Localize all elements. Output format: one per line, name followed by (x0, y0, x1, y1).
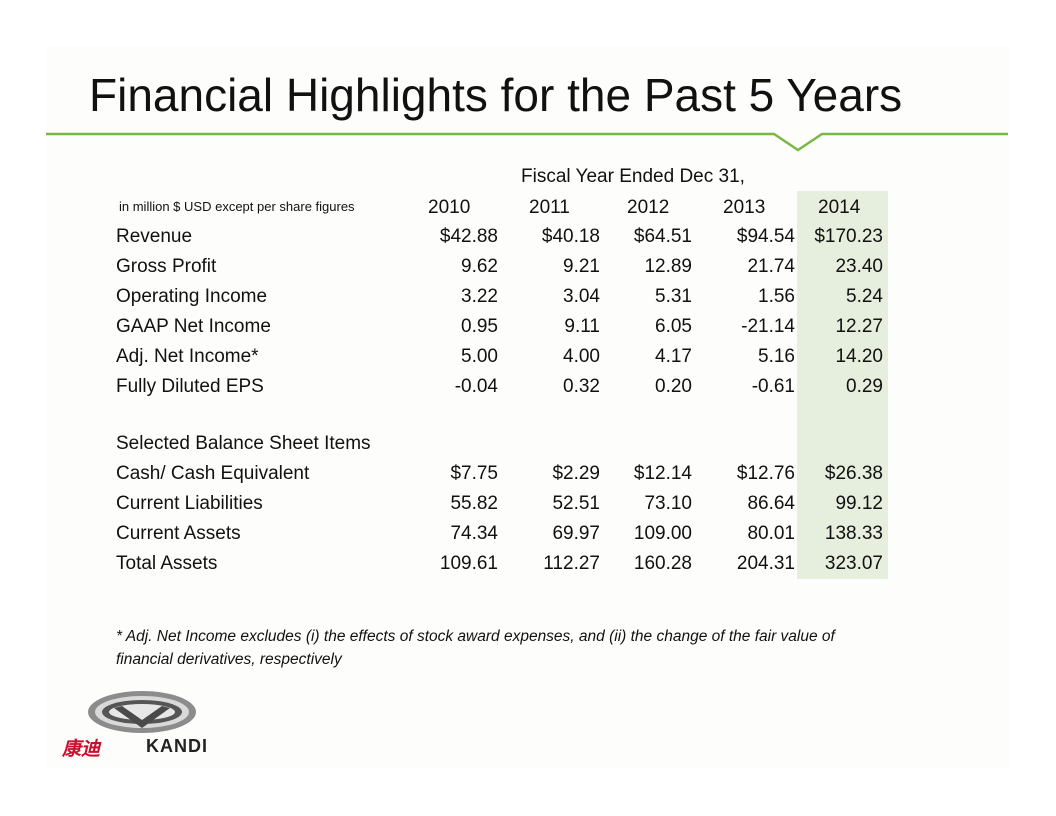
row-label: Revenue (116, 226, 193, 247)
table-cell: 5.00 (461, 346, 498, 367)
table-cell: 3.22 (461, 286, 498, 307)
table-cell: 5.24 (846, 286, 883, 307)
table-cell: 4.00 (563, 346, 600, 367)
title-divider (46, 132, 1008, 152)
logo-chinese-text: 康迪 (62, 739, 101, 760)
period-header: Fiscal Year Ended Dec 31, (521, 166, 745, 187)
year-header: 2013 (723, 197, 766, 218)
table-cell: 0.29 (846, 376, 883, 397)
table-cell: $12.14 (633, 463, 692, 484)
table-cell: 23.40 (835, 256, 883, 277)
table-cell: -0.61 (751, 376, 795, 397)
table-cell: $26.38 (824, 463, 883, 484)
row-label: Cash/ Cash Equivalent (116, 463, 310, 484)
table-cell: 9.11 (564, 316, 600, 337)
year-header: 2011 (529, 197, 570, 218)
table-cell: 323.07 (824, 553, 883, 574)
table-cell: 52.51 (552, 493, 600, 514)
row-label: Current Liabilities (116, 493, 263, 514)
table-cell: $42.88 (439, 226, 498, 247)
table-cell: 12.89 (644, 256, 692, 277)
table-cell: 3.04 (563, 286, 600, 307)
table-cell: 9.62 (461, 256, 498, 277)
row-label: GAAP Net Income (116, 316, 271, 337)
units-note: in million $ USD except per share figure… (119, 199, 355, 214)
row-label: Current Assets (116, 523, 241, 544)
table-cell: 55.82 (450, 493, 498, 514)
table-cell: 73.10 (644, 493, 692, 514)
table-cell: 160.28 (633, 553, 692, 574)
year-header: 2014 (818, 197, 861, 218)
highlight-column-2014 (797, 191, 888, 579)
table-cell: 21.74 (747, 256, 795, 277)
footnote: * Adj. Net Income excludes (i) the effec… (116, 628, 835, 668)
row-label: Fully Diluted EPS (116, 376, 264, 397)
table-cell: $40.18 (541, 226, 600, 247)
table-cell: 9.21 (563, 256, 600, 277)
table-cell: 0.95 (461, 316, 498, 337)
table-cell: $2.29 (552, 463, 600, 484)
row-label: Gross Profit (116, 256, 217, 277)
table-cell: 12.27 (835, 316, 883, 337)
table-cell: 86.64 (747, 493, 795, 514)
table-cell: 80.01 (747, 523, 795, 544)
table-cell: 74.34 (450, 523, 498, 544)
table-cell: 5.31 (655, 286, 692, 307)
table-cell: 204.31 (736, 553, 795, 574)
table-cell: $64.51 (633, 226, 692, 247)
table-cell: 112.27 (543, 553, 600, 574)
table-cell: 5.16 (758, 346, 795, 367)
table-cell: 138.33 (824, 523, 883, 544)
table-cell: $170.23 (814, 226, 883, 247)
table-cell: 14.20 (835, 346, 883, 367)
table-cell: -0.04 (454, 376, 498, 397)
year-header: 2010 (428, 197, 471, 218)
table-cell: 1.56 (758, 286, 795, 307)
row-label: Operating Income (116, 286, 268, 307)
table-cell: 109.00 (633, 523, 692, 544)
table-cell: 6.05 (655, 316, 692, 337)
table-cell: 69.97 (552, 523, 600, 544)
row-label: Total Assets (116, 553, 218, 574)
table-cell: 99.12 (835, 493, 883, 514)
table-cell: 0.32 (563, 376, 600, 397)
kandi-logo-icon (88, 691, 196, 733)
table-cell: 0.20 (655, 376, 692, 397)
page-title: Financial Highlights for the Past 5 Year… (89, 69, 903, 121)
logo-brand-text: KANDI (146, 736, 208, 756)
table-cell: $94.54 (736, 226, 795, 247)
table-cell: $7.75 (450, 463, 498, 484)
balance-sheet-heading: Selected Balance Sheet Items (116, 433, 371, 454)
table-cell: -21.14 (741, 316, 795, 337)
row-label: Adj. Net Income* (116, 346, 259, 367)
table-cell: 109.61 (439, 553, 498, 574)
table-cell: $12.76 (736, 463, 795, 484)
year-header: 2012 (627, 197, 670, 218)
kandi-logo: 康迪 KANDI (58, 688, 228, 760)
table-cell: 4.17 (655, 346, 692, 367)
